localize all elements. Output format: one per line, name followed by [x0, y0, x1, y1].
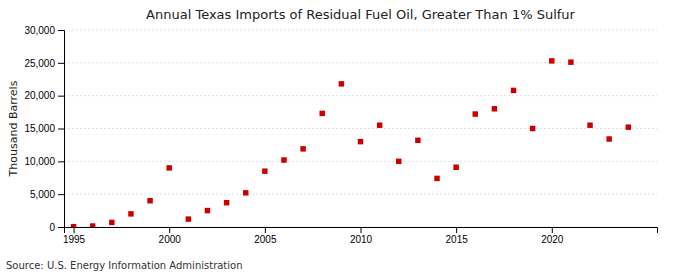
grid-line: [64, 128, 657, 129]
chart: 1995 2000 2005 2010 2015 2020 0 5,000 10,000 15,0…: [0, 0, 675, 275]
tick-label: 0: [49, 222, 55, 233]
tick-mark: [58, 227, 64, 228]
tick: 25,000: [24, 58, 64, 69]
point: [530, 126, 535, 131]
point: [606, 136, 611, 141]
point: [587, 122, 592, 127]
y-axis-label: Thousand Barrels: [7, 80, 20, 177]
x-axis: 1995 2000 2005 2010 2015 2020: [63, 227, 658, 245]
plot-area: [71, 58, 631, 227]
tick-label: 30,000: [24, 25, 55, 36]
grid-line: [64, 161, 657, 162]
point: [377, 122, 382, 127]
tick: 1995: [63, 227, 86, 245]
tick: 20,000: [24, 90, 64, 101]
point: [166, 165, 171, 170]
point: [147, 198, 152, 203]
tick: 15,000: [24, 123, 64, 134]
tick: 10,000: [24, 156, 64, 167]
point: [568, 59, 573, 64]
point: [128, 211, 133, 216]
point: [453, 165, 458, 170]
tick-label: 2010: [350, 234, 373, 245]
tick-label: 2005: [254, 234, 277, 245]
tick-mark: [265, 227, 266, 233]
tick: 5,000: [30, 189, 64, 200]
point: [358, 139, 363, 144]
point: [549, 58, 554, 63]
tick-mark: [456, 227, 457, 233]
axis-line: [58, 31, 65, 228]
title: Annual Texas Imports of Residual Fuel Oi…: [146, 7, 575, 22]
point: [262, 168, 267, 173]
grid: [64, 30, 657, 227]
tick: 2005: [254, 227, 277, 245]
point: [473, 111, 478, 116]
point: [511, 88, 516, 93]
point: [224, 200, 229, 205]
point: [492, 106, 497, 111]
tick-mark: [58, 129, 64, 130]
tick-mark: [58, 96, 64, 97]
point: [626, 124, 631, 129]
point: [434, 176, 439, 181]
tick-label: 5,000: [30, 189, 55, 200]
point: [339, 81, 344, 86]
tick-label: 20,000: [24, 90, 55, 101]
tick-mark: [361, 227, 362, 233]
annotation: Source: U.S. Energy Information Administ…: [6, 260, 243, 271]
tick: 2020: [541, 227, 564, 245]
tick-mark: [58, 30, 64, 31]
point: [300, 146, 305, 151]
tick-label: 1995: [63, 234, 86, 245]
tick-mark: [169, 227, 170, 233]
grid-line: [64, 95, 657, 96]
tick-mark: [58, 161, 64, 162]
point: [281, 157, 286, 162]
tick-label: 10,000: [24, 156, 55, 167]
point: [186, 216, 191, 221]
tick-mark: [552, 227, 553, 233]
tick: 2000: [159, 227, 182, 245]
tick-label: 25,000: [24, 58, 55, 69]
point: [205, 208, 210, 213]
y-axis: 0 5,000 10,000 15,000 20,000 25,000 30,000: [24, 25, 64, 233]
point: [396, 159, 401, 164]
point: [243, 190, 248, 195]
tick-mark: [58, 194, 64, 195]
point: [415, 138, 420, 143]
tick: 2010: [350, 227, 373, 245]
tick: 2015: [446, 227, 469, 245]
grid-line: [64, 62, 657, 63]
point: [109, 220, 114, 225]
grid-line: [64, 194, 657, 195]
tick-label: 2020: [541, 234, 564, 245]
tick-label: 2015: [446, 234, 469, 245]
point: [90, 223, 95, 227]
tick-label: 15,000: [24, 123, 55, 134]
tick-label: 2000: [159, 234, 182, 245]
tick-mark: [58, 63, 64, 64]
axis-line: [65, 228, 658, 234]
tick: 0: [49, 222, 64, 233]
point: [320, 111, 325, 116]
grid-line: [64, 30, 657, 31]
tick-mark: [74, 227, 75, 233]
point: [71, 224, 76, 227]
tick: 30,000: [24, 25, 64, 36]
